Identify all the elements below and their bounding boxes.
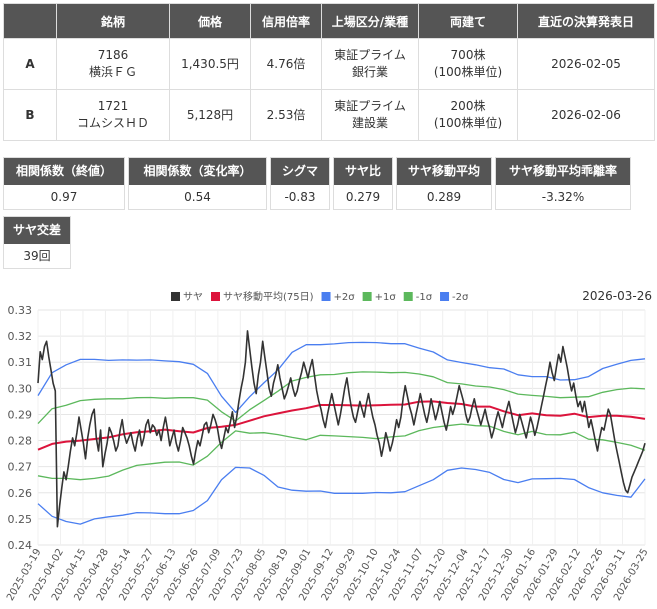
market: 東証プライム xyxy=(334,99,406,113)
stat-label: サヤ交差 xyxy=(4,217,70,244)
stock-name-cell: 7186 横浜ＦＧ xyxy=(56,38,170,90)
y-tick-label: 0.25 xyxy=(8,513,33,526)
legend-swatch xyxy=(403,292,413,301)
stock-name-cell: 1721 コムシスＨＤ xyxy=(56,89,170,141)
stat-value: 0.97 xyxy=(4,185,124,209)
y-axis: 0.24 0.25 0.26 0.27 0.28 0.29 0.30 0.31 0.32 0.33 xyxy=(8,304,33,552)
legend-swatch xyxy=(171,292,180,301)
date-cell: 2026-02-05 xyxy=(517,38,655,90)
row-label: A xyxy=(3,38,57,90)
x-axis: 2025-03-192025-04-022025-04-152025-04-28… xyxy=(5,547,651,603)
market-cell: 東証プライム 建設業 xyxy=(321,89,419,141)
price-cell: 1,430.5円 xyxy=(169,38,251,90)
stat-value: 39回 xyxy=(4,244,70,268)
stat-value: 0.289 xyxy=(397,185,491,209)
stock-name: コムシスＨＤ xyxy=(76,116,149,130)
legend-label: サヤ移動平均(75日) xyxy=(223,290,314,303)
stat-spread-crossings: サヤ交差 39回 xyxy=(3,216,71,269)
y-tick-label: 0.28 xyxy=(8,435,33,448)
legend-swatch xyxy=(211,292,220,301)
sector: 銀行業 xyxy=(351,65,388,79)
legend-swatch xyxy=(321,292,331,301)
legend-swatch xyxy=(362,292,372,301)
stat-correlation-change: 相関係数（変化率） 0.54 xyxy=(128,157,267,210)
stat-spread-ma: サヤ移動平均 0.289 xyxy=(396,157,492,210)
stat-label: 相関係数（変化率） xyxy=(129,158,266,185)
y-tick-label: 0.27 xyxy=(8,461,33,474)
sector: 建設業 xyxy=(351,116,388,130)
series-line xyxy=(37,341,646,414)
col-header-label xyxy=(3,3,57,39)
col-header-hedge: 両建て xyxy=(418,3,518,39)
shares: 700株 xyxy=(450,48,486,62)
market: 東証プライム xyxy=(334,48,406,62)
col-header-market: 上場区分/業種 xyxy=(321,3,419,39)
legend-label: +1σ xyxy=(375,292,397,303)
chart-date-label: 2026-03-26 xyxy=(582,289,652,303)
y-tick-label: 0.30 xyxy=(8,382,33,395)
stock-name: 横浜ＦＧ xyxy=(88,65,137,79)
stock-code: 7186 xyxy=(97,48,129,62)
pair-table: 銘柄 価格 信用倍率 上場区分/業種 両建て 直近の決算発表日 A 7186 横浜… xyxy=(3,3,655,141)
legend-item[interactable]: -2σ xyxy=(440,292,469,303)
y-tick-label: 0.24 xyxy=(8,539,33,552)
table-header-row: 銘柄 価格 信用倍率 上場区分/業種 両建て 直近の決算発表日 xyxy=(3,3,655,39)
legend-label: サヤ xyxy=(183,291,203,303)
col-header-price: 価格 xyxy=(169,3,251,39)
market-cell: 東証プライム 銀行業 xyxy=(321,38,419,90)
hedge-cell: 700株 (100株単位) xyxy=(418,38,518,90)
col-header-ratio: 信用倍率 xyxy=(250,3,322,39)
legend-item[interactable]: -1σ xyxy=(403,292,433,303)
stat-spread-ratio: サヤ比 0.279 xyxy=(333,157,393,210)
col-header-earnings-date: 直近の決算発表日 xyxy=(517,3,655,39)
stats-row-2: サヤ交差 39回 xyxy=(3,216,71,269)
spread-chart: 0.24 0.25 0.26 0.27 0.28 0.29 0.30 0.31 0.32 0.33… xyxy=(5,289,652,603)
row-label: B xyxy=(3,89,57,141)
stat-value: -3.32% xyxy=(496,185,630,209)
chart-series xyxy=(37,330,646,528)
legend-label: -2σ xyxy=(452,292,469,303)
stat-value: -0.83 xyxy=(271,185,329,209)
y-tick-label: 0.31 xyxy=(8,356,33,369)
y-tick-label: 0.26 xyxy=(8,487,33,500)
stock-code: 1721 xyxy=(97,99,129,113)
legend-label: +2σ xyxy=(334,292,356,303)
price-cell: 5,128円 xyxy=(169,89,251,141)
table-row: A 7186 横浜ＦＧ 1,430.5円 4.76倍 東証プライム 銀行業 700株… xyxy=(3,38,655,90)
chart-gridlines xyxy=(37,309,646,546)
stat-correlation-close: 相関係数（終値） 0.97 xyxy=(3,157,125,210)
unit: (100株単位) xyxy=(433,65,503,79)
legend-item[interactable]: +2σ xyxy=(321,292,356,303)
stats-row: 相関係数（終値） 0.97 相関係数（変化率） 0.54 シグマ -0.83 サ… xyxy=(3,157,631,210)
hedge-cell: 200株 (100株単位) xyxy=(418,89,518,141)
series-line xyxy=(37,330,646,528)
stat-label: サヤ移動平均 xyxy=(397,158,491,185)
stat-label: サヤ移動平均乖離率 xyxy=(496,158,630,185)
legend-swatch xyxy=(440,292,450,301)
shares: 200株 xyxy=(450,99,486,113)
stat-value: 0.279 xyxy=(334,185,392,209)
legend-item[interactable]: サヤ xyxy=(171,291,203,303)
y-tick-label: 0.33 xyxy=(8,304,33,317)
stat-label: シグマ xyxy=(271,158,329,185)
legend-item[interactable]: サヤ移動平均(75日) xyxy=(211,290,314,303)
stat-spread-ma-deviation: サヤ移動平均乖離率 -3.32% xyxy=(495,157,631,210)
chart-legend: サヤ サヤ移動平均(75日) +2σ +1σ -1σ -2σ xyxy=(171,290,469,303)
ratio-cell: 4.76倍 xyxy=(250,38,322,90)
legend-label: -1σ xyxy=(416,292,433,303)
series-line xyxy=(37,466,646,525)
stat-label: サヤ比 xyxy=(334,158,392,185)
col-header-name: 銘柄 xyxy=(56,3,170,39)
stat-label: 相関係数（終値） xyxy=(4,158,124,185)
stat-sigma: シグマ -0.83 xyxy=(270,157,330,210)
legend-item[interactable]: +1σ xyxy=(362,292,397,303)
unit: (100株単位) xyxy=(433,116,503,130)
ratio-cell: 2.53倍 xyxy=(250,89,322,141)
table-row: B 1721 コムシスＨＤ 5,128円 2.53倍 東証プライム 建設業 200株… xyxy=(3,89,655,141)
stat-value: 0.54 xyxy=(129,185,266,209)
y-tick-label: 0.29 xyxy=(8,408,33,421)
series-line xyxy=(37,423,646,481)
date-cell: 2026-02-06 xyxy=(517,89,655,141)
y-tick-label: 0.32 xyxy=(8,330,33,343)
